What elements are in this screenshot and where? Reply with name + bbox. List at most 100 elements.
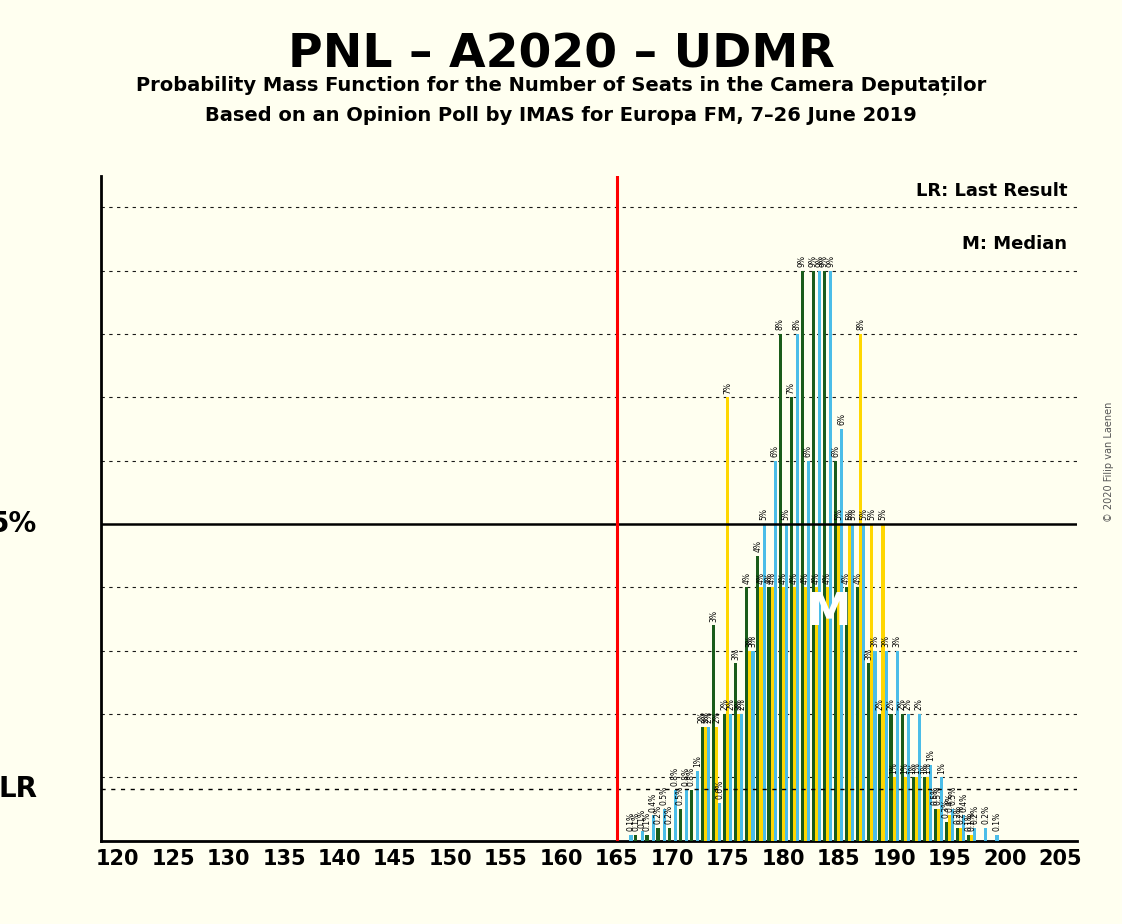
Bar xyxy=(784,524,788,841)
Text: PNL – A2020 – UDMR: PNL – A2020 – UDMR xyxy=(287,32,835,78)
Text: 0.4%: 0.4% xyxy=(649,793,657,811)
Bar xyxy=(963,816,965,841)
Bar xyxy=(895,650,899,841)
Bar xyxy=(629,834,633,841)
Text: 5%: 5% xyxy=(834,508,843,520)
Text: 1%: 1% xyxy=(912,761,921,773)
Text: 1%: 1% xyxy=(890,761,899,773)
Bar xyxy=(907,714,910,841)
Text: LR: LR xyxy=(0,775,37,803)
Text: 5%: 5% xyxy=(0,510,37,538)
Bar xyxy=(918,714,921,841)
Text: 2%: 2% xyxy=(898,699,907,711)
Text: 4%: 4% xyxy=(756,572,765,584)
Text: 0.8%: 0.8% xyxy=(671,767,680,786)
Bar xyxy=(729,714,733,841)
Text: 0.4%: 0.4% xyxy=(945,793,954,811)
Text: 2%: 2% xyxy=(712,711,721,723)
Text: 8%: 8% xyxy=(856,318,865,330)
Text: 2%: 2% xyxy=(875,699,884,711)
Bar xyxy=(914,777,918,841)
Bar xyxy=(856,588,859,841)
Bar xyxy=(903,777,907,841)
Bar xyxy=(795,334,799,841)
Text: 2%: 2% xyxy=(886,699,895,711)
Text: 7%: 7% xyxy=(724,382,733,394)
Bar xyxy=(656,828,660,841)
Text: 2%: 2% xyxy=(720,699,729,711)
Text: 4%: 4% xyxy=(801,572,810,584)
Bar xyxy=(652,816,655,841)
Text: 0.2%: 0.2% xyxy=(956,805,965,824)
Text: 0.5%: 0.5% xyxy=(934,786,942,806)
Bar xyxy=(882,524,884,841)
Bar xyxy=(826,588,829,841)
Bar xyxy=(937,809,940,841)
Text: 3%: 3% xyxy=(745,635,754,647)
Bar xyxy=(852,524,854,841)
Text: 1%: 1% xyxy=(901,761,910,773)
Bar xyxy=(634,834,637,841)
Bar xyxy=(945,821,948,841)
Text: 6%: 6% xyxy=(804,444,813,456)
Bar xyxy=(723,714,726,841)
Text: 2%: 2% xyxy=(734,699,743,711)
Bar xyxy=(911,777,914,841)
Text: 4%: 4% xyxy=(767,572,776,584)
Text: 5%: 5% xyxy=(848,508,857,520)
Bar xyxy=(840,429,844,841)
Text: 5%: 5% xyxy=(845,508,854,520)
Text: 6%: 6% xyxy=(771,444,780,456)
Bar xyxy=(959,828,963,841)
Bar xyxy=(803,588,807,841)
Text: 4%: 4% xyxy=(790,572,799,584)
Bar xyxy=(782,588,784,841)
Text: Based on an Opinion Poll by IMAS for Europa FM, 7–26 June 2019: Based on an Opinion Poll by IMAS for Eur… xyxy=(205,106,917,126)
Bar xyxy=(748,650,752,841)
Text: M: Median: M: Median xyxy=(963,236,1067,253)
Text: 9%: 9% xyxy=(815,255,824,267)
Text: 1%: 1% xyxy=(693,756,702,767)
Text: 0.1%: 0.1% xyxy=(967,811,976,831)
Text: 4%: 4% xyxy=(764,572,773,584)
Text: 0.3%: 0.3% xyxy=(942,798,951,818)
Bar xyxy=(871,524,873,841)
Bar xyxy=(890,714,892,841)
Text: 0.2%: 0.2% xyxy=(953,805,962,824)
Text: 3%: 3% xyxy=(732,648,741,660)
Bar xyxy=(760,588,763,841)
Text: 5%: 5% xyxy=(760,508,769,520)
Bar xyxy=(715,727,718,841)
Text: 6%: 6% xyxy=(837,413,846,425)
Text: 0.4%: 0.4% xyxy=(959,793,968,811)
Text: 0.8%: 0.8% xyxy=(682,767,691,786)
Text: 8%: 8% xyxy=(793,318,802,330)
Text: LR: Last Result: LR: Last Result xyxy=(916,182,1067,201)
Text: 0.1%: 0.1% xyxy=(993,811,1002,831)
Text: 0.5%: 0.5% xyxy=(660,786,669,806)
Text: 0.5%: 0.5% xyxy=(948,786,957,806)
Bar xyxy=(801,271,803,841)
Text: 4%: 4% xyxy=(753,540,762,552)
Text: 8%: 8% xyxy=(775,318,784,330)
Text: 0.1%: 0.1% xyxy=(626,811,635,831)
Text: 9%: 9% xyxy=(820,255,829,267)
Text: 2%: 2% xyxy=(698,711,707,723)
Bar xyxy=(663,809,665,841)
Bar xyxy=(956,828,959,841)
Bar xyxy=(684,790,688,841)
Text: 3%: 3% xyxy=(882,635,891,647)
Bar xyxy=(696,772,699,841)
Bar xyxy=(834,461,837,841)
Text: 3%: 3% xyxy=(864,648,873,660)
Text: 0.1%: 0.1% xyxy=(637,808,646,828)
Bar xyxy=(837,524,840,841)
Text: 3%: 3% xyxy=(893,635,902,647)
Bar xyxy=(815,588,818,841)
Text: 9%: 9% xyxy=(809,255,818,267)
Text: 0.5%: 0.5% xyxy=(675,786,684,806)
Bar xyxy=(901,714,903,841)
Bar xyxy=(967,834,971,841)
Text: 0.1%: 0.1% xyxy=(643,811,652,831)
Text: 5%: 5% xyxy=(867,508,876,520)
